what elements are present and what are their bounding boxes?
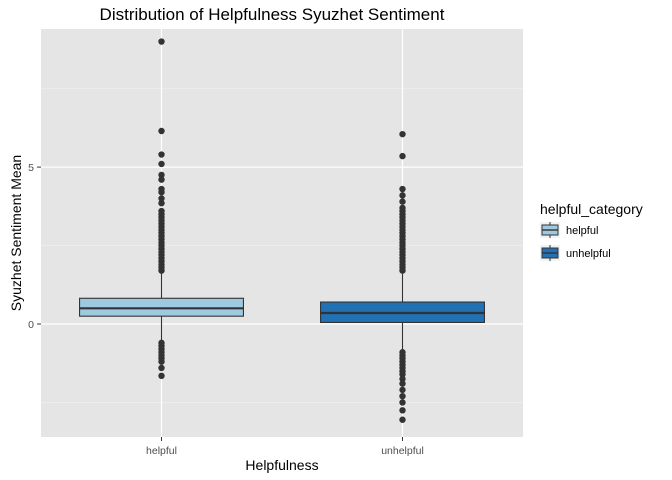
x-tick-label: helpful [146,445,177,457]
y-tick-label: 0 [28,319,34,331]
outlier-point [399,185,406,193]
legend-title: helpful_category [540,201,643,217]
outlier-point [158,151,165,158]
outlier-point [399,393,406,400]
x-axis-ticks: helpful unhelpful [146,437,424,457]
outlier-point [399,407,406,414]
outlier-point [158,267,165,274]
outlier-point [158,38,165,45]
outlier-point [399,130,406,138]
outlier-point [399,152,406,160]
plot-panel [41,29,523,437]
legend-entry-helpful: helpful [540,222,598,238]
box-unhelpful [320,130,485,423]
outlier-point [158,189,165,196]
outlier-point [158,127,165,135]
legend-entries: helpful unhelpful [540,222,611,261]
chart-title: Distribution of Helpfulness Syuzhet Sent… [100,5,445,24]
outlier-point [158,364,165,372]
outlier-point [158,171,165,179]
y-axis-title: Syuzhet Sentiment Mean [8,155,24,311]
outlier-point [158,358,165,365]
outlier-point [399,416,406,423]
legend: helpful_category helpful unhelpful [540,201,643,261]
y-axis-ticks: 05 [28,162,41,331]
x-tick-label: unhelpful [381,445,424,457]
outlier-point [158,195,165,202]
box-helpful [79,38,244,379]
outlier-point [399,371,406,378]
outlier-point [399,198,406,205]
y-tick-label: 5 [28,162,34,174]
outlier-point [399,399,406,406]
legend-label: helpful [566,225,598,237]
legend-label: unhelpful [566,248,611,260]
outlier-point [158,372,165,379]
outlier-point [399,192,406,199]
outlier-point [399,267,406,274]
boxes [79,38,485,423]
outlier-point [399,386,406,394]
x-axis-title: Helpfulness [245,457,318,473]
legend-entry-unhelpful: unhelpful [540,245,611,261]
outlier-point [158,160,165,168]
outlier-point [158,199,165,207]
outlier-point [158,176,165,183]
outlier-point [399,375,406,383]
outlier-point [399,380,406,387]
